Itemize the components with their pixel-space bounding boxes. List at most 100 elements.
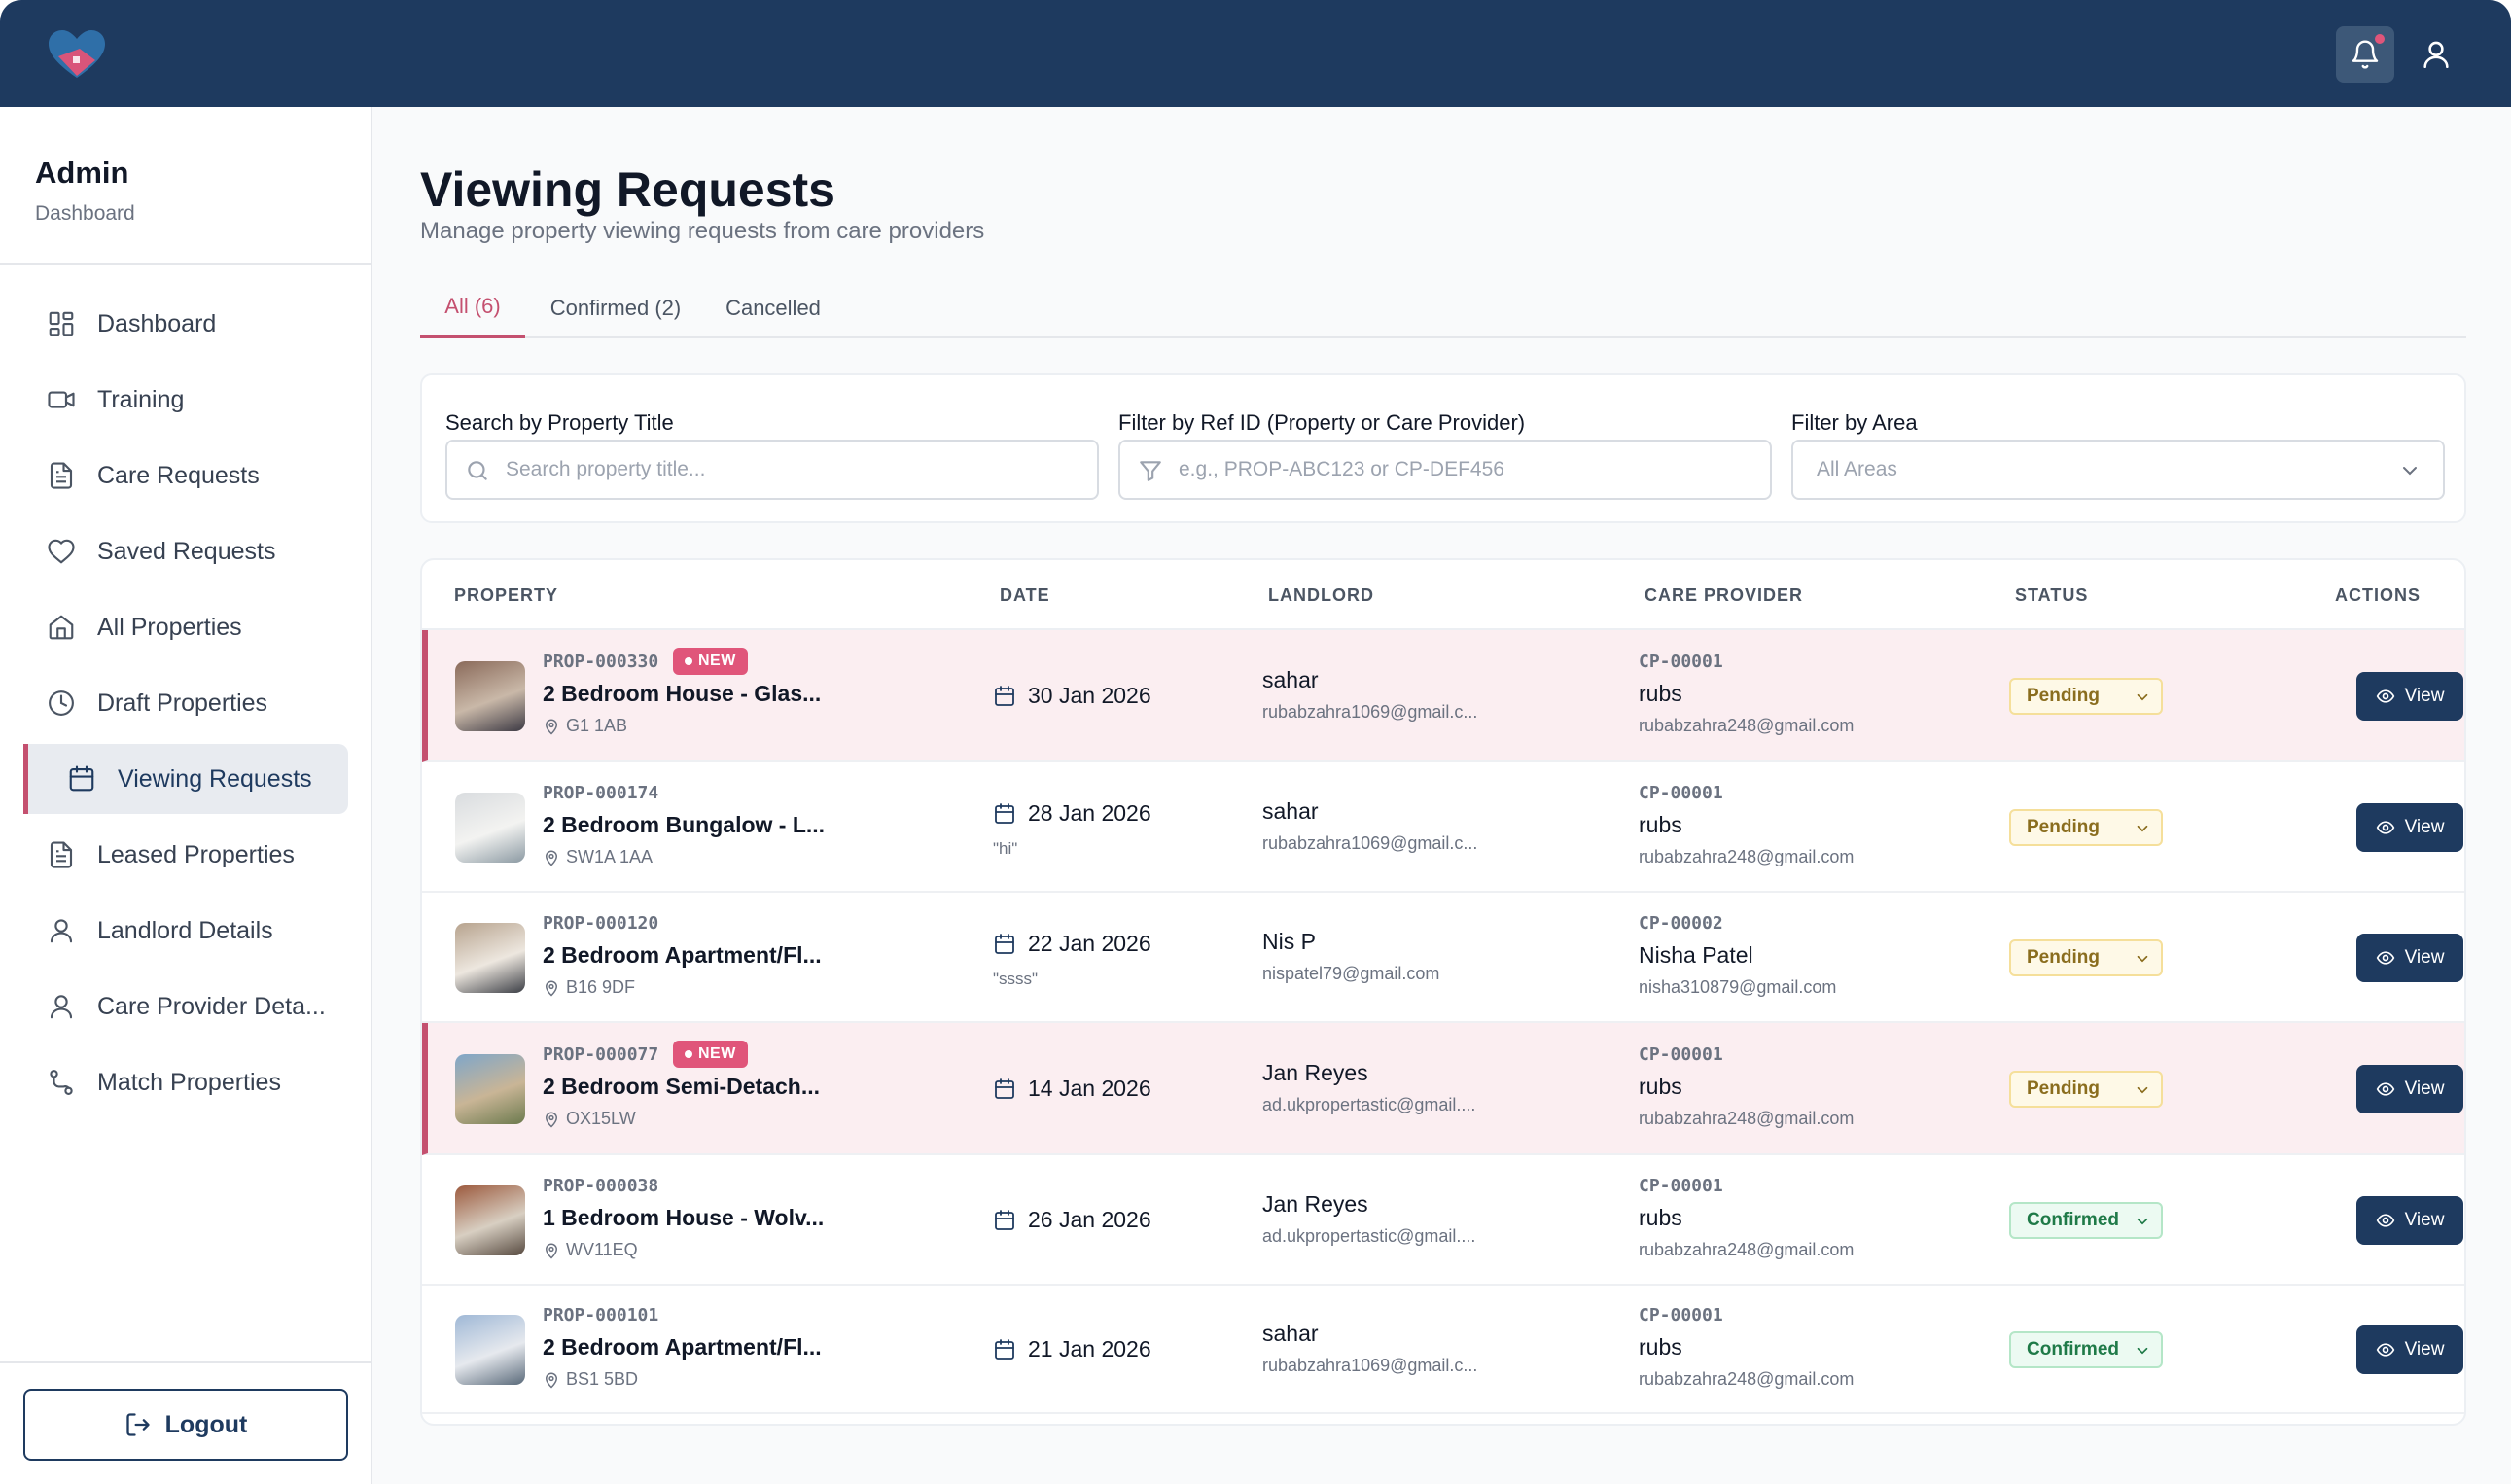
property-title[interactable]: 2 Bedroom House - Glas... [543, 681, 822, 706]
status-select[interactable]: Pending [2009, 939, 2163, 976]
care-provider-name: rubs [1639, 812, 1682, 837]
property-thumbnail[interactable] [455, 1054, 525, 1124]
sidebar-item-label: Training [97, 385, 185, 413]
sidebar-item-label: Saved Requests [97, 537, 276, 565]
notifications-button[interactable] [2336, 26, 2394, 83]
status-select[interactable]: Pending [2009, 809, 2163, 846]
viewing-date: 22 Jan 2026 [993, 931, 1151, 957]
sidebar-item-viewing-requests[interactable]: Viewing Requests [23, 744, 348, 814]
location-pin-icon [545, 1112, 558, 1128]
status-select[interactable]: Confirmed [2009, 1331, 2163, 1368]
care-provider-name: Nisha Patel [1639, 942, 1753, 968]
status-select[interactable]: Pending [2009, 678, 2163, 715]
column-header-landlord: LANDLORD [1268, 585, 1374, 605]
viewing-date: 28 Jan 2026 [993, 800, 1151, 827]
location-pin-icon [545, 980, 558, 997]
view-label: View [2404, 947, 2445, 968]
search-input[interactable] [506, 458, 1097, 481]
tab-confirmed[interactable]: Confirmed (2) [549, 296, 682, 320]
status-text: Pending [2027, 686, 2100, 706]
heart-house-logo[interactable] [45, 27, 109, 82]
page-title: Viewing Requests [420, 162, 835, 217]
chevron-down-icon [2137, 693, 2148, 701]
viewing-note: "ssss" [993, 970, 1039, 988]
sidebar-item-training[interactable]: Training [23, 365, 348, 435]
property-title[interactable]: 2 Bedroom Bungalow - L... [543, 812, 826, 837]
column-header-status: STATUS [2015, 585, 2089, 605]
property-title[interactable]: 2 Bedroom Semi-Detach... [543, 1074, 821, 1099]
sidebar-item-label: Leased Properties [97, 840, 295, 868]
search-icon [468, 461, 487, 480]
eye-icon [2376, 821, 2394, 834]
postcode-text: OX15LW [566, 1109, 636, 1128]
property-thumbnail[interactable] [455, 793, 525, 863]
chevron-down-icon [2403, 467, 2417, 476]
logout-button[interactable]: Logout [23, 1389, 348, 1461]
care-provider-email: rubabzahra248@gmail.com [1639, 716, 1855, 735]
care-provider-email: nisha310879@gmail.com [1639, 977, 1837, 997]
sidebar-item-leased-properties[interactable]: Leased Properties [23, 820, 348, 890]
property-title[interactable]: 1 Bedroom House - Wolv... [543, 1205, 825, 1230]
sidebar-item-landlord-details[interactable]: Landlord Details [23, 896, 348, 966]
viewing-requests-table: PROPERTY DATE LANDLORD CARE PROVIDER STA… [420, 558, 2466, 1426]
filters-panel: Search by Property Title Filter by Ref I… [420, 373, 2466, 523]
user-icon [50, 919, 73, 943]
property-thumbnail[interactable] [455, 661, 525, 731]
view-button[interactable]: View [2356, 1325, 2463, 1374]
status-select[interactable]: Pending [2009, 1071, 2163, 1108]
view-button[interactable]: View [2356, 1065, 2463, 1113]
property-title[interactable]: 2 Bedroom Apartment/Fl... [543, 942, 822, 968]
sidebar-item-care-requests[interactable]: Care Requests [23, 441, 348, 511]
status-text: Pending [2027, 1078, 2100, 1099]
eye-icon [2376, 689, 2394, 703]
property-thumbnail[interactable] [455, 1185, 525, 1255]
property-thumbnail[interactable] [455, 923, 525, 993]
property-postcode: B16 9DF [543, 977, 635, 998]
property-thumbnail[interactable] [455, 1315, 525, 1385]
sidebar-item-match-properties[interactable]: Match Properties [23, 1047, 348, 1117]
ref-filter-input[interactable] [1179, 458, 1770, 481]
status-select[interactable]: Confirmed [2009, 1202, 2163, 1239]
sidebar-item-all-properties[interactable]: All Properties [23, 592, 348, 662]
tab-cancelled[interactable]: Cancelled [725, 296, 821, 320]
status-text: Pending [2027, 817, 2100, 837]
postcode-text: SW1A 1AA [566, 847, 654, 866]
landlord-email: ad.ukpropertastic@gmail.... [1262, 1226, 1476, 1246]
status-text: Confirmed [2027, 1339, 2119, 1360]
logout-icon [125, 1413, 150, 1436]
location-pin-icon [545, 1243, 558, 1259]
area-filter-select[interactable]: All Areas [1791, 440, 2445, 500]
property-postcode: G1 1AB [543, 716, 627, 736]
logout-label: Logout [164, 1410, 248, 1438]
sidebar-item-care-provider-details[interactable]: Care Provider Deta... [23, 972, 348, 1042]
home-icon [49, 615, 74, 640]
user-icon [2423, 41, 2449, 69]
sidebar-item-dashboard[interactable]: Dashboard [23, 289, 348, 359]
status-text: Confirmed [2027, 1210, 2119, 1230]
landlord-name: sahar [1262, 798, 1319, 824]
view-label: View [2404, 817, 2445, 837]
table-header: PROPERTY DATE LANDLORD CARE PROVIDER STA… [422, 560, 2464, 630]
viewing-date: 21 Jan 2026 [993, 1336, 1151, 1362]
property-title[interactable]: 2 Bedroom Apartment/Fl... [543, 1334, 822, 1360]
care-provider-name: rubs [1639, 1205, 1682, 1230]
eye-icon [2376, 1214, 2394, 1227]
landlord-email: rubabzahra1069@gmail.c... [1262, 833, 1478, 853]
calendar-icon [995, 685, 1014, 706]
care-provider-ref: CP-00001 [1639, 1176, 1723, 1196]
sidebar-item-saved-requests[interactable]: Saved Requests [23, 516, 348, 586]
view-button[interactable]: View [2356, 1196, 2463, 1245]
care-provider-name: rubs [1639, 1074, 1682, 1099]
postcode-text: B16 9DF [566, 977, 636, 997]
search-label: Search by Property Title [445, 410, 674, 435]
tab-all[interactable]: All (6) [420, 278, 525, 338]
route-icon [50, 1070, 73, 1095]
sidebar-item-draft-properties[interactable]: Draft Properties [23, 668, 348, 738]
view-button[interactable]: View [2356, 672, 2463, 721]
view-button[interactable]: View [2356, 803, 2463, 852]
profile-button[interactable] [2412, 31, 2460, 78]
area-filter-label: Filter by Area [1791, 410, 1918, 435]
user-icon [50, 995, 73, 1019]
new-badge: NEW [673, 648, 748, 675]
view-button[interactable]: View [2356, 934, 2463, 982]
